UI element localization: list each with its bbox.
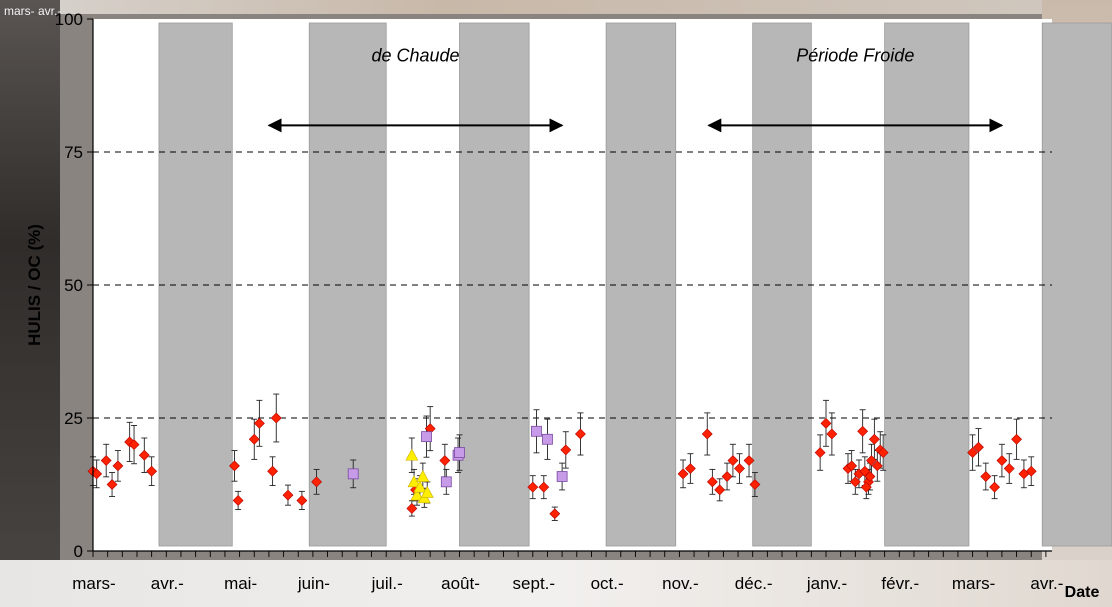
diamond-point [868,433,880,445]
square-point [454,447,465,458]
diamond-point [721,471,733,482]
diamond-point [248,433,260,445]
background-left-panel [0,0,60,607]
diamond-point [706,476,718,488]
diamond-point [826,428,838,440]
background-bottom-strip [0,560,1112,607]
diamond-point [232,495,244,506]
data-points [87,412,1037,520]
diamond-point [849,476,861,488]
diamond-point [1025,465,1037,477]
diamond-point [282,489,294,501]
triangle-point [405,448,419,461]
diamond-point [406,503,418,514]
x-tick-label: août- [441,574,480,593]
x-tick-label: sept.- [513,574,556,593]
diamond-point [871,460,883,472]
diamond-point [701,428,713,440]
diamond-point [128,439,140,451]
diamond-point [575,428,586,440]
x-tick-label: mars- [952,574,995,593]
diamond-point [749,479,761,490]
x-tick-label: juil.- [371,574,403,593]
axes: 0 25 50 75 100 mars-avr.- mai-juin-juil.- août-… [55,10,1064,593]
diamond-point [538,481,550,493]
x-tick-label: juin- [297,574,330,593]
diamond-point [727,455,739,466]
diamond-point [859,465,871,477]
diamond-point [253,417,265,429]
diamond-point [989,481,1001,493]
diamond-point [439,455,451,466]
top-left-label: mars- avr.- [4,4,61,18]
diamond-point [106,479,118,490]
triangle-point [420,485,434,498]
gridlines [93,151,1052,419]
diamond-point [560,444,572,456]
x-tick-label: avr.- [151,574,184,593]
y-tick-label: 100 [55,10,83,29]
diamond-point [296,495,308,506]
diamond-point [549,508,561,520]
period-label: Période Froide [796,46,914,66]
x-tick-label: oct.- [591,574,624,593]
x-tick-label: mars- [72,574,115,593]
triangle-point [416,469,430,482]
diamond-point [980,471,992,482]
diamond-point [677,468,689,480]
diamond-point [743,455,755,466]
diamond-point [973,441,984,453]
diamond-point [112,460,124,472]
diamond-point [860,481,872,493]
x-tick-label: avr.- [1030,574,1063,593]
diamond-point [1011,433,1023,445]
diamond-point [138,449,150,461]
y-tick-label: 25 [64,409,83,428]
y-tick-label: 50 [64,276,83,295]
diamond-point [146,465,158,477]
diamond-point [967,447,979,459]
diamond-point [734,463,745,474]
x-tick-label: déc.- [735,574,773,593]
diamond-point [820,417,832,429]
square-point [347,468,359,480]
background-top-strip [0,0,1112,14]
y-tick-label: 75 [64,143,83,162]
diamond-point [684,463,696,474]
y-tick-label: 0 [74,542,83,561]
diamond-point [864,471,876,482]
diamond-point [267,465,279,477]
diamond-point [1003,463,1015,474]
diamond-point [866,455,877,466]
gray-band [605,22,677,547]
diamond-point [100,455,112,466]
square-point [440,476,452,488]
gray-band [1041,22,1112,547]
triangle-point [413,480,427,493]
diamond-point [996,455,1008,466]
x-tick-label: févr.- [881,574,919,593]
x-tick-label: janv.- [806,574,847,593]
x-tick-label: nov.- [662,574,699,593]
square-point [556,471,568,482]
diamond-point [270,412,282,424]
diamond-point [714,484,726,496]
diamond-point [846,460,858,472]
period-label: de Chaude [371,46,459,66]
x-tick-label: mai- [224,574,257,593]
diamond-point [311,476,322,488]
y-axis-label: HULIS / OC (%) [25,224,44,346]
diamond-point [857,425,869,437]
square-point [542,433,553,445]
square-point [421,431,432,443]
diamond-point [527,481,539,493]
x-axis-label: Date [1065,584,1100,601]
diamond-point [814,447,826,459]
annotations: de Chaude Période Froide [267,46,1004,133]
diamond-point [229,460,240,472]
square-point [531,425,542,437]
diamond-point [877,447,889,459]
triangle-point [410,488,424,501]
